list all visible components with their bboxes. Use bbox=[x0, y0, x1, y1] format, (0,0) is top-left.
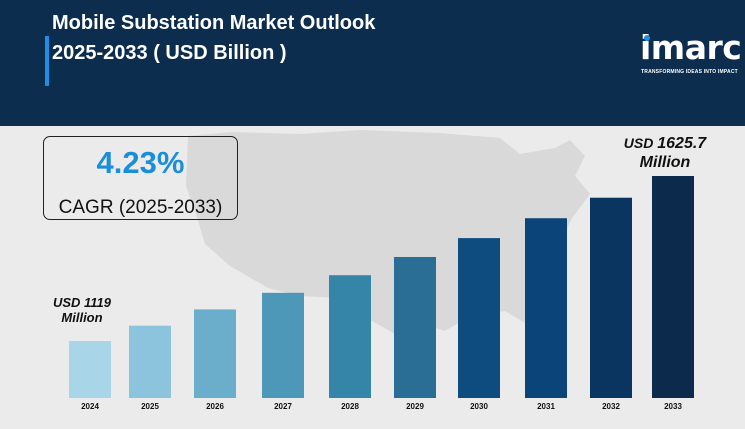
end-value-line-1: USD 1625.7 bbox=[606, 134, 724, 153]
bar-2030 bbox=[458, 238, 500, 398]
x-tick-2029: 2029 bbox=[406, 402, 424, 411]
title-line-1: Mobile Substation Market Outlook bbox=[52, 12, 376, 34]
x-tick-2030: 2030 bbox=[470, 402, 488, 411]
page-title: Mobile Substation Market Outlook 2025-20… bbox=[52, 8, 375, 68]
logo-dot-icon bbox=[644, 35, 650, 41]
x-tick-2032: 2032 bbox=[602, 402, 620, 411]
start-value-annotation: USD 1119 Million bbox=[44, 295, 120, 325]
logo-tagline: TRANSFORMING IDEAS INTO IMPACT bbox=[641, 69, 738, 75]
x-tick-2026: 2026 bbox=[206, 402, 224, 411]
bar-2028 bbox=[329, 275, 371, 398]
bar-2026 bbox=[194, 309, 236, 398]
end-value-annotation: USD 1625.7 Million bbox=[606, 134, 724, 172]
imarc-logo: imarc TRANSFORMING IDEAS INTO IMPACT bbox=[640, 28, 742, 80]
start-value-line-2: Million bbox=[61, 310, 103, 325]
cagr-label: CAGR (2025-2033) bbox=[58, 197, 223, 218]
bar-2032 bbox=[590, 197, 632, 398]
cagr-callout: 4.23% CAGR (2025-2033) bbox=[43, 136, 238, 220]
logo-wordmark: imarc bbox=[640, 28, 742, 67]
cagr-value: 4.23% bbox=[96, 145, 185, 180]
x-tick-2028: 2028 bbox=[341, 402, 359, 411]
x-tick-2024: 2024 bbox=[81, 402, 99, 411]
bar-2031 bbox=[525, 218, 567, 398]
bar-2027 bbox=[262, 292, 304, 398]
end-value-line-2: Million bbox=[639, 154, 691, 171]
x-tick-2033: 2033 bbox=[664, 402, 682, 411]
x-tick-2031: 2031 bbox=[537, 402, 555, 411]
x-tick-2025: 2025 bbox=[141, 402, 159, 411]
title-line-2: 2025-2033 ( USD Billion ) bbox=[52, 42, 287, 64]
bar-2033 bbox=[652, 176, 694, 398]
bar-2029 bbox=[394, 256, 436, 398]
x-tick-2027: 2027 bbox=[274, 402, 292, 411]
title-accent-bar bbox=[45, 36, 49, 86]
end-value-number: 1625.7 bbox=[657, 135, 707, 152]
bar-2024 bbox=[69, 341, 111, 398]
end-value-prefix: USD bbox=[623, 135, 658, 151]
start-value-line-1: USD 1119 bbox=[52, 295, 112, 310]
bar-2025 bbox=[129, 325, 171, 398]
header-banner: Mobile Substation Market Outlook 2025-20… bbox=[0, 0, 745, 126]
